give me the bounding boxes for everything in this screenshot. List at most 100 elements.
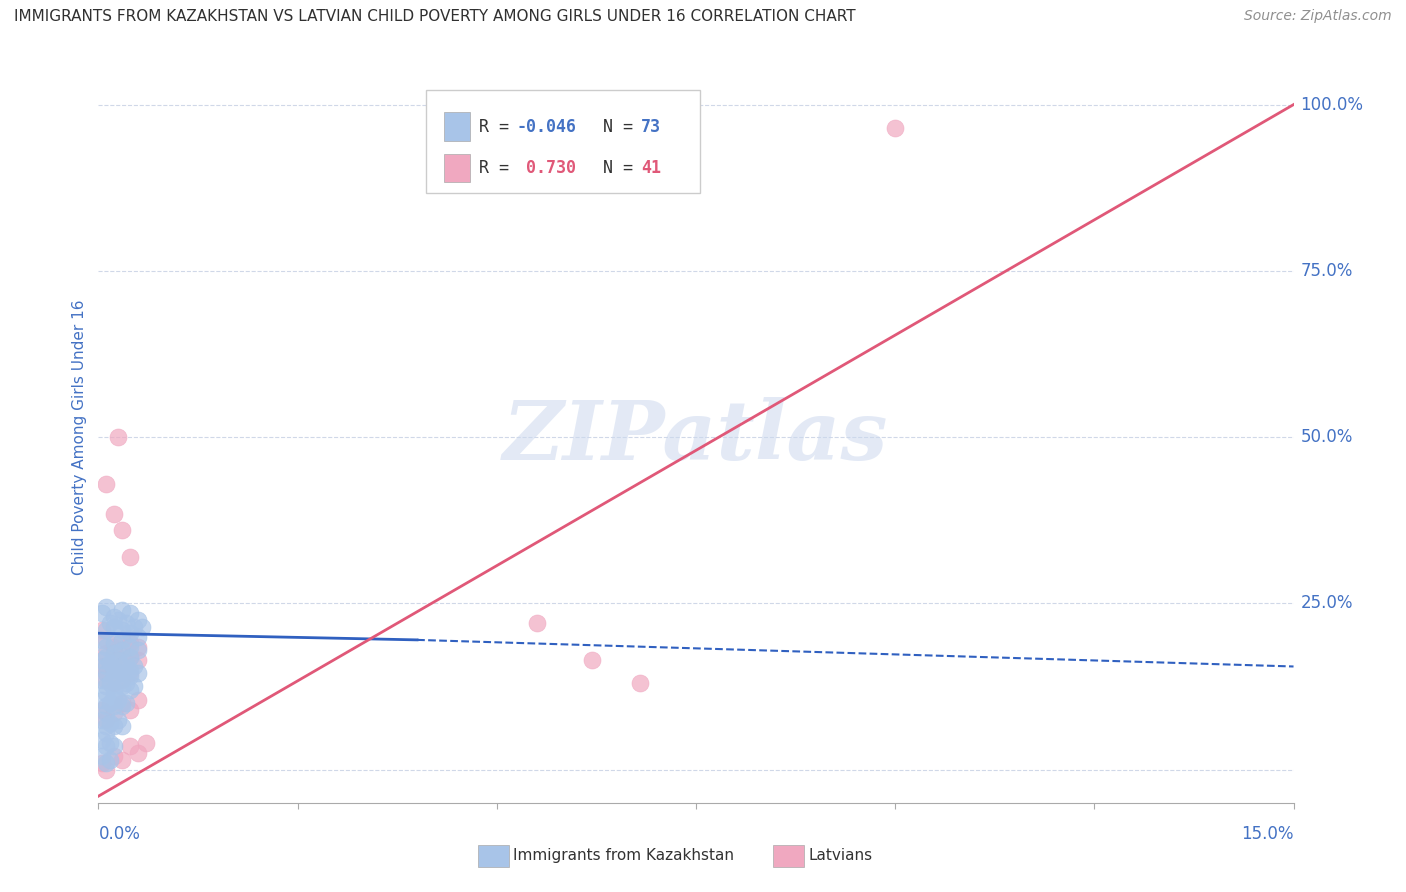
Text: ZIPatlas: ZIPatlas bbox=[503, 397, 889, 477]
Point bbox=[91, 692, 114, 706]
Point bbox=[103, 663, 125, 677]
Point bbox=[103, 739, 125, 754]
Point bbox=[127, 640, 149, 654]
Point bbox=[127, 653, 149, 667]
Text: 50.0%: 50.0% bbox=[1301, 428, 1353, 446]
Point bbox=[103, 640, 125, 654]
Point bbox=[111, 659, 134, 673]
Point bbox=[96, 680, 118, 694]
Point bbox=[111, 632, 134, 647]
Text: 15.0%: 15.0% bbox=[1241, 825, 1294, 843]
Point bbox=[107, 692, 129, 706]
Point bbox=[91, 653, 114, 667]
Point bbox=[103, 749, 125, 764]
Point bbox=[127, 666, 149, 681]
Text: 0.0%: 0.0% bbox=[98, 825, 141, 843]
Point bbox=[98, 696, 122, 710]
Point bbox=[98, 736, 122, 750]
Point bbox=[98, 716, 122, 731]
Point bbox=[103, 706, 125, 720]
Point bbox=[103, 682, 125, 697]
Point bbox=[120, 636, 142, 650]
Point bbox=[120, 607, 142, 621]
Point bbox=[115, 696, 138, 710]
Point bbox=[96, 640, 118, 654]
Point bbox=[111, 523, 134, 537]
Point bbox=[96, 649, 118, 664]
Point bbox=[96, 666, 118, 681]
Point bbox=[581, 653, 603, 667]
Point bbox=[107, 430, 129, 444]
Point bbox=[120, 626, 142, 640]
Text: 75.0%: 75.0% bbox=[1301, 262, 1353, 280]
Point bbox=[111, 603, 134, 617]
Point bbox=[107, 673, 129, 687]
Text: R =: R = bbox=[479, 159, 519, 177]
Text: Latvians: Latvians bbox=[808, 848, 873, 863]
Point bbox=[96, 756, 118, 770]
Point bbox=[96, 739, 118, 754]
Point bbox=[103, 619, 125, 633]
Point bbox=[131, 619, 153, 633]
Point bbox=[103, 676, 125, 690]
Point bbox=[96, 713, 118, 727]
Point bbox=[127, 746, 149, 760]
Point bbox=[103, 646, 125, 660]
Point bbox=[120, 703, 142, 717]
Point bbox=[91, 673, 114, 687]
Point bbox=[103, 669, 125, 683]
Text: R =: R = bbox=[479, 118, 519, 136]
Point bbox=[91, 703, 114, 717]
Point bbox=[96, 632, 118, 647]
Point bbox=[103, 690, 125, 704]
Point bbox=[120, 682, 142, 697]
Point bbox=[96, 476, 118, 491]
Text: -0.046: -0.046 bbox=[516, 118, 576, 136]
Point bbox=[103, 699, 125, 714]
Point bbox=[103, 636, 125, 650]
Point bbox=[96, 726, 118, 740]
Point bbox=[111, 666, 134, 681]
Point bbox=[107, 713, 129, 727]
Point bbox=[91, 756, 114, 770]
Point bbox=[98, 753, 122, 767]
Point bbox=[120, 666, 142, 681]
Point bbox=[107, 613, 129, 627]
Point bbox=[111, 673, 134, 687]
Point bbox=[98, 676, 122, 690]
Point bbox=[120, 649, 142, 664]
Point bbox=[120, 669, 142, 683]
Point bbox=[91, 713, 114, 727]
Point bbox=[103, 719, 125, 733]
Point bbox=[98, 656, 122, 670]
Point bbox=[107, 653, 129, 667]
Text: IMMIGRANTS FROM KAZAKHSTAN VS LATVIAN CHILD POVERTY AMONG GIRLS UNDER 16 CORRELA: IMMIGRANTS FROM KAZAKHSTAN VS LATVIAN CH… bbox=[14, 9, 856, 24]
Text: 73: 73 bbox=[641, 118, 661, 136]
Text: 25.0%: 25.0% bbox=[1301, 594, 1353, 612]
Point bbox=[103, 507, 125, 521]
Point bbox=[124, 619, 146, 633]
Text: 41: 41 bbox=[641, 159, 661, 177]
Text: 0.730: 0.730 bbox=[516, 159, 576, 177]
Point bbox=[111, 680, 134, 694]
Point bbox=[103, 663, 125, 677]
Point bbox=[124, 680, 146, 694]
Point bbox=[127, 643, 149, 657]
Point bbox=[96, 623, 118, 637]
Point bbox=[111, 623, 134, 637]
Point bbox=[120, 649, 142, 664]
Point bbox=[91, 659, 114, 673]
Point bbox=[111, 719, 134, 733]
Point bbox=[96, 719, 118, 733]
Point bbox=[96, 666, 118, 681]
Point bbox=[120, 663, 142, 677]
Point bbox=[96, 763, 118, 777]
Point bbox=[111, 753, 134, 767]
Text: N =: N = bbox=[583, 159, 644, 177]
Text: N =: N = bbox=[583, 118, 644, 136]
Point bbox=[111, 632, 134, 647]
Point bbox=[884, 120, 907, 135]
Point bbox=[115, 656, 138, 670]
Point bbox=[96, 699, 118, 714]
Point bbox=[111, 699, 134, 714]
